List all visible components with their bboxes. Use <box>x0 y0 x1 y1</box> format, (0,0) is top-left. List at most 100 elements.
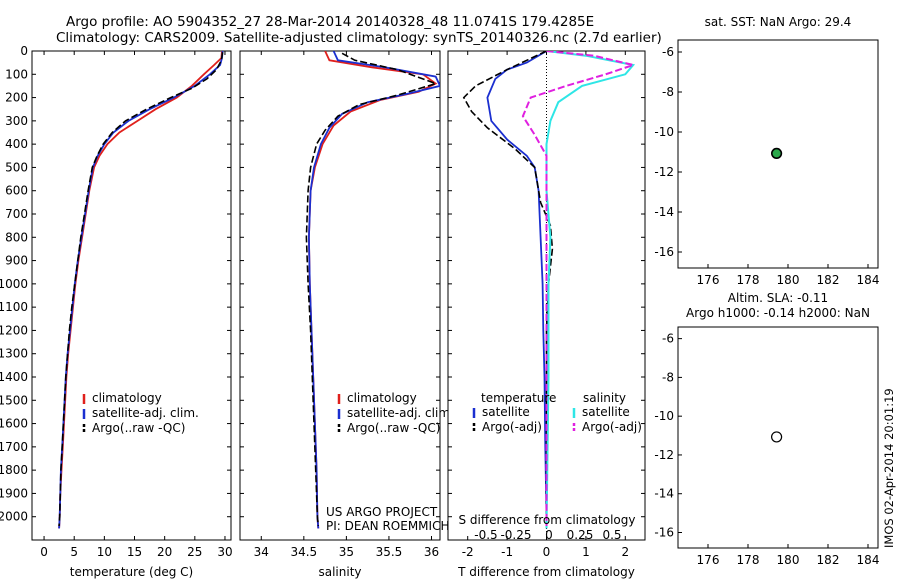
sst_map-ytick-label: -8 <box>662 85 674 99</box>
project-label: US ARGO PROJECT <box>326 505 438 519</box>
temperature-xtick-label: 10 <box>97 545 112 559</box>
pi-label: PI: DEAN ROEMMICH <box>326 519 449 533</box>
sst_map-ytick-label: -12 <box>654 165 674 179</box>
sla_map-frame <box>677 326 879 549</box>
temperature-xlabel: temperature (deg C) <box>70 565 193 579</box>
salinity-axes-frame <box>239 50 441 541</box>
temperature-xtick-label: 20 <box>157 545 172 559</box>
legend-label: satellite-adj. clim. <box>347 406 454 420</box>
sla_map-ytick-label: -14 <box>654 487 674 501</box>
sst-map-title: sat. SST: NaN Argo: 29.4 <box>705 15 852 29</box>
header-line-1: Argo profile: AO 5904352_27 28-Mar-2014 … <box>66 14 594 30</box>
argo-position-marker <box>770 431 783 443</box>
difference-xtick-label: 0 <box>543 545 551 559</box>
sla-map-title-1: Altim. SLA: -0.11 <box>728 291 828 305</box>
temperature-xtick-label: 25 <box>187 545 202 559</box>
difference-xtick-label: -2 <box>462 545 474 559</box>
salinity-xtick-label: 36 <box>424 545 439 559</box>
sla_map-xtick-label: 182 <box>817 553 840 567</box>
depth-tick-label: 300 <box>5 114 28 128</box>
sst_map-ytick-label: -6 <box>662 45 674 59</box>
sla_map-ytick-label: -10 <box>654 409 674 423</box>
salinity-xtick-label: 34 <box>254 545 269 559</box>
temperature-xtick-label: 0 <box>40 545 48 559</box>
difference-top-xlabel: S difference from climatology <box>459 513 636 527</box>
difference-series-salinity-argo-adj- <box>521 51 637 526</box>
salinity-series-argo-raw-qc- <box>305 52 439 527</box>
sla_map-xtick-label: 176 <box>697 553 720 567</box>
depth-tick-label: 1600 <box>0 417 28 431</box>
argo-position-marker <box>770 147 783 159</box>
difference-xtick-label: 2 <box>621 545 629 559</box>
salinity-panel: 34 34.5 35 35.5 36 salinity climatologysatelli… <box>239 50 454 579</box>
temperature-xtick-label: 30 <box>217 545 232 559</box>
legend-label: satellite-adj. clim. <box>92 406 199 420</box>
difference-xtick-label: -1 <box>501 545 513 559</box>
legend-group-temperature: temperature <box>481 391 556 405</box>
sst_map-xtick-label: 178 <box>737 273 760 287</box>
legend-label: climatology <box>347 391 417 405</box>
salinity-diff-tick-label: 0 <box>545 528 553 542</box>
legend-group-salinity: salinity <box>583 391 626 405</box>
difference-xtick-label: 1 <box>582 545 590 559</box>
depth-tick-label: 1500 <box>0 393 28 407</box>
legend-label: climatology <box>92 391 162 405</box>
salinity-xtick-label: 35 <box>339 545 354 559</box>
sst_map-xtick-label: 176 <box>697 273 720 287</box>
sla_map-xtick-label: 180 <box>777 553 800 567</box>
depth-tick-label: 400 <box>5 137 28 151</box>
temperature-xtick-label: 15 <box>127 545 142 559</box>
temperature-series-argo-raw-qc- <box>58 52 224 527</box>
legend-label: Argo(-adj) <box>582 420 642 434</box>
depth-tick-label: 600 <box>5 184 28 198</box>
sla_map-xtick-label: 184 <box>857 553 880 567</box>
sst_map-ytick-label: -14 <box>654 205 674 219</box>
legend-label: satellite <box>582 405 630 419</box>
depth-tick-label: 0 <box>20 44 28 58</box>
depth-tick-label: 700 <box>5 207 28 221</box>
depth-tick-label: 1200 <box>0 323 28 337</box>
salinity-diff-tick-label: 0.5 <box>602 528 621 542</box>
depth-tick-label: 100 <box>5 67 28 81</box>
salinity-xtick-label: 35.5 <box>376 545 403 559</box>
depth-tick-label: 800 <box>5 230 28 244</box>
salinity-diff-tick-label: -0.25 <box>500 528 531 542</box>
depth-tick-label: 1300 <box>0 347 28 361</box>
depth-tick-label: 1400 <box>0 370 28 384</box>
difference-series-salinity-satellite <box>545 51 636 529</box>
temperature-xtick-label: 5 <box>70 545 78 559</box>
depth-tick-label: 500 <box>5 160 28 174</box>
salinity-series-satellite-adj-clim- <box>307 51 440 529</box>
imos-timestamp: IMOS 02-Apr-2014 20:01:19 <box>882 388 896 548</box>
sla_map-xtick-label: 178 <box>737 553 760 567</box>
sla_map-ytick-label: -6 <box>662 332 674 346</box>
legend-label: Argo(..raw -QC) <box>347 421 440 435</box>
depth-tick-label: 1000 <box>0 277 28 291</box>
sst_map-xtick-label: 182 <box>817 273 840 287</box>
sst_map-ytick-label: -16 <box>654 245 674 259</box>
depth-tick-label: 1800 <box>0 463 28 477</box>
depth-tick-label: 1100 <box>0 300 28 314</box>
difference-xlabel: T difference from climatology <box>457 565 635 579</box>
depth-tick-label: 1700 <box>0 440 28 454</box>
depth-tick-label: 200 <box>5 91 28 105</box>
header-line-2: Climatology: CARS2009. Satellite-adjuste… <box>56 30 662 46</box>
sst_map-frame <box>677 39 879 269</box>
salinity-diff-tick-label: -0.5 <box>474 528 497 542</box>
depth-tick-label: 900 <box>5 254 28 268</box>
difference-panel: -2 -1 0 1 2 T difference from climatology temp… <box>447 50 646 579</box>
sst_map-ytick-label: -10 <box>654 125 674 139</box>
sst-map-panel: 176 178 180 182 184 -6 -8 -10 -12 -14 -16 sat. SST:… <box>654 15 879 287</box>
salinity-xlabel: salinity <box>318 565 361 579</box>
depth-tick-label: 2000 <box>0 510 28 524</box>
sst_map-xtick-label: 180 <box>777 273 800 287</box>
depth-tick-label: 1900 <box>0 486 28 500</box>
legend-label: satellite <box>482 405 530 419</box>
sst_map-xtick-label: 184 <box>857 273 880 287</box>
sla-background <box>678 327 878 548</box>
legend-label: Argo(..raw -QC) <box>92 421 185 435</box>
sla_map-ytick-label: -8 <box>662 370 674 384</box>
sla-map-title-2: Argo h1000: -0.14 h2000: NaN <box>686 306 870 320</box>
sla_map-ytick-label: -16 <box>654 525 674 539</box>
